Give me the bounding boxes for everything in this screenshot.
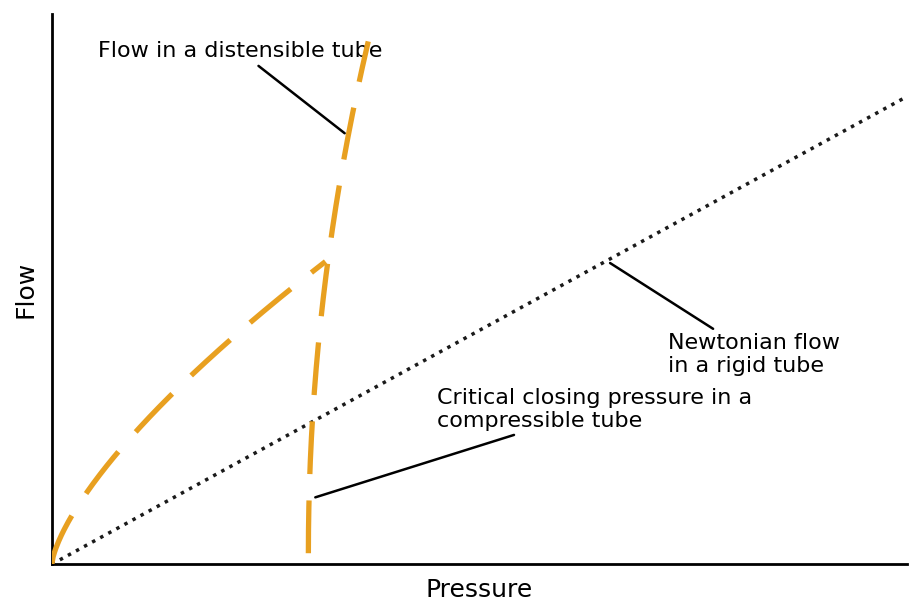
Text: Newtonian flow
in a rigid tube: Newtonian flow in a rigid tube	[610, 263, 840, 376]
X-axis label: Pressure: Pressure	[426, 578, 533, 602]
Text: Flow in a distensible tube: Flow in a distensible tube	[98, 41, 382, 133]
Y-axis label: Flow: Flow	[14, 261, 38, 318]
Text: Critical closing pressure in a
compressible tube: Critical closing pressure in a compressi…	[315, 388, 752, 497]
